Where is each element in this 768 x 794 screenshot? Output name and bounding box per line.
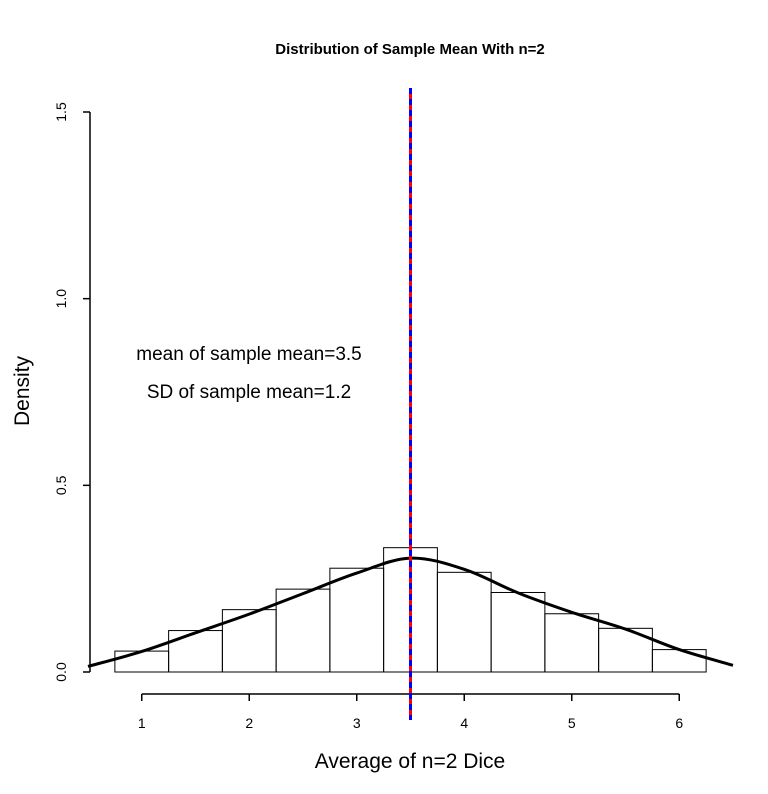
- histogram-bar: [544, 613, 600, 673]
- x-tick-label: 3: [353, 715, 361, 731]
- axes: 1 2 3 4 5 6 0.0 0.5 1.0 1.5: [53, 102, 683, 731]
- y-tick-label: 1.0: [53, 289, 69, 309]
- mean-annotation: mean of sample mean=3.5: [136, 344, 362, 365]
- histogram-bar: [168, 630, 223, 673]
- histogram-bar: [221, 609, 277, 673]
- y-tick-label: 0.0: [53, 662, 69, 682]
- x-tick-label: 4: [460, 715, 468, 731]
- histogram-bar: [490, 591, 546, 673]
- histogram-bar: [436, 571, 492, 673]
- sd-annotation: SD of sample mean=1.2: [147, 382, 351, 403]
- x-tick-label: 1: [138, 715, 146, 731]
- x-tick-label: 5: [568, 715, 576, 731]
- x-tick-label: 2: [245, 715, 253, 731]
- y-tick-label: 1.5: [53, 102, 69, 122]
- y-tick-label: 0.5: [53, 475, 69, 495]
- chart-title: Distribution of Sample Mean With n=2: [275, 41, 544, 58]
- histogram-bar: [651, 649, 707, 673]
- histogram-bar: [114, 650, 170, 673]
- x-tick-label: 6: [675, 715, 683, 731]
- y-axis-label: Density: [11, 355, 34, 426]
- histogram-bar: [329, 567, 385, 673]
- x-axis-label: Average of n=2 Dice: [315, 750, 506, 773]
